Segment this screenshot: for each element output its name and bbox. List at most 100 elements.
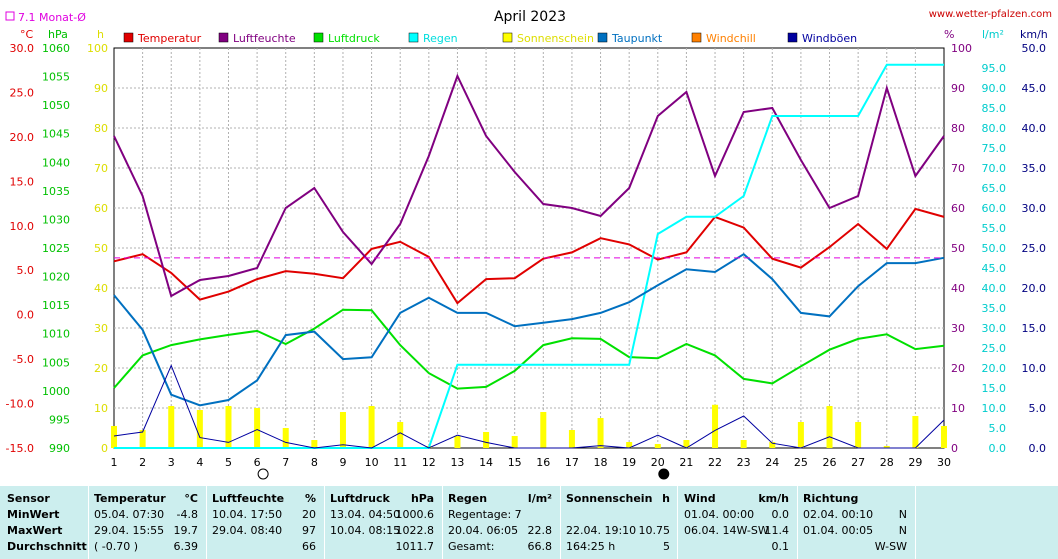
x-tick-label: 5 bbox=[225, 456, 232, 469]
x-tick-label: 10 bbox=[365, 456, 379, 469]
sunshine-bar bbox=[225, 406, 232, 448]
legend-swatch bbox=[123, 32, 134, 43]
tick-label-pressure_hpa: 1035 bbox=[42, 185, 70, 198]
tick-label-wind_kmh: 50.0 bbox=[1022, 42, 1047, 55]
row-label: Durchschnitt bbox=[7, 540, 87, 553]
sunshine-bar bbox=[282, 428, 289, 448]
tick-label-temperature_c: 30.0 bbox=[10, 42, 35, 55]
legend-label: Temperatur bbox=[137, 32, 202, 45]
sunshine-bar bbox=[168, 406, 175, 448]
unit-temp: °C bbox=[20, 28, 34, 41]
cell-rain-time: Gesamt: bbox=[448, 540, 495, 553]
tick-label-sunshine_h: 60 bbox=[94, 202, 108, 215]
sunshine-bar bbox=[254, 408, 261, 448]
legend-label: Luftfeuchte bbox=[233, 32, 296, 45]
tick-label-rain: 50.0 bbox=[982, 242, 1007, 255]
cell-hum-value: 20 bbox=[302, 508, 316, 521]
website-label[interactable]: www.wetter-pfalzen.com bbox=[929, 9, 1052, 20]
x-tick-label: 7 bbox=[282, 456, 289, 469]
tick-label-pressure_hpa: 1010 bbox=[42, 328, 70, 341]
x-tick-label: 21 bbox=[679, 456, 693, 469]
legend-label: Regen bbox=[423, 32, 458, 45]
header-temp-unit: °C bbox=[184, 492, 198, 505]
cell-wind-value: 0.0 bbox=[771, 508, 790, 521]
cell-dir-value: N bbox=[898, 508, 907, 521]
series-line-temperatur bbox=[113, 207, 945, 305]
cell-dir-time: 02.04. 00:10 bbox=[803, 508, 874, 521]
cell-sun-time: 22.04. 19:10 bbox=[566, 524, 637, 537]
x-tick-label: 2 bbox=[139, 456, 146, 469]
header-sun-unit: h bbox=[662, 492, 670, 505]
sunshine-bar bbox=[568, 430, 575, 448]
tick-label-sunshine_h: 90 bbox=[94, 82, 108, 95]
tick-label-pressure_hpa: 1005 bbox=[42, 356, 70, 369]
unit-pressure: hPa bbox=[48, 28, 68, 41]
header-hum-unit: % bbox=[304, 492, 316, 505]
series-line-luftfeuchte bbox=[113, 73, 945, 298]
tick-label-pressure_hpa: 1030 bbox=[42, 213, 70, 226]
tick-label-sunshine_h: 70 bbox=[94, 162, 108, 175]
tick-label-temperature_c: 25.0 bbox=[10, 86, 35, 99]
tick-label-sunshine_h: 30 bbox=[94, 322, 108, 335]
sunshine-bar bbox=[941, 426, 947, 448]
x-tick-label: 9 bbox=[339, 456, 346, 469]
tick-label-rain: 60.0 bbox=[982, 202, 1007, 215]
cell-press-time: 10.04. 08:15 bbox=[330, 524, 401, 537]
x-tick-label: 30 bbox=[937, 456, 951, 469]
cell-wind-time: 06.04. 14W-SW bbox=[684, 524, 769, 537]
tick-label-pressure_hpa: 1055 bbox=[42, 71, 70, 84]
legend-label: Luftdruck bbox=[328, 32, 380, 45]
tick-label-rain: 15.0 bbox=[982, 382, 1007, 395]
tick-label-pressure_hpa: 1015 bbox=[42, 299, 70, 312]
header-rain: Regen bbox=[448, 492, 488, 505]
chart-grid bbox=[113, 47, 945, 449]
table-separator bbox=[324, 486, 325, 559]
x-tick-label: 18 bbox=[594, 456, 608, 469]
chart-legend: Temperatur Luftfeuchte Luftdruck Regen Sonne… bbox=[123, 32, 857, 45]
cell-hum-time: 29.04. 08:40 bbox=[212, 524, 283, 537]
x-tick-label: 6 bbox=[254, 456, 261, 469]
cell-wind-value: 0.1 bbox=[771, 540, 790, 553]
tick-label-rain: 10.0 bbox=[982, 402, 1007, 415]
x-tick-label: 15 bbox=[508, 456, 522, 469]
x-tick-label: 22 bbox=[708, 456, 722, 469]
x-tick-label: 12 bbox=[422, 456, 436, 469]
tick-label-wind_kmh: 0.0 bbox=[1029, 442, 1047, 455]
sunshine-bar bbox=[196, 410, 203, 448]
cell-rain-time: 20.04. 06:05 bbox=[448, 524, 519, 537]
tick-label-sunshine_h: 80 bbox=[94, 122, 108, 135]
cell-dir-value: N bbox=[898, 524, 907, 537]
legend-label: Windböen bbox=[802, 32, 857, 45]
tick-label-sunshine_h: 0 bbox=[101, 442, 108, 455]
sunshine-bar bbox=[511, 436, 518, 448]
table-separator bbox=[915, 486, 916, 559]
series-line-taupunkt bbox=[113, 252, 945, 407]
legend-swatch bbox=[313, 32, 324, 43]
tick-label-rain: 5.0 bbox=[989, 422, 1007, 435]
sunshine-bar bbox=[111, 426, 117, 448]
legend-label: Taupunkt bbox=[611, 32, 663, 45]
tick-label-humidity_pct: 50 bbox=[951, 242, 965, 255]
header-dir: Richtung bbox=[803, 492, 859, 505]
legend-swatch bbox=[408, 32, 419, 43]
tick-label-humidity_pct: 60 bbox=[951, 202, 965, 215]
tick-label-pressure_hpa: 1000 bbox=[42, 385, 70, 398]
full-moon-icon bbox=[257, 468, 269, 480]
unit-sun: h bbox=[97, 28, 104, 41]
new-moon-icon bbox=[658, 468, 670, 480]
header-sun: Sonnenschein bbox=[566, 492, 653, 505]
cell-rain-time: Regentage: 7 bbox=[448, 508, 522, 521]
tick-label-wind_kmh: 30.0 bbox=[1022, 202, 1047, 215]
tick-label-wind_kmh: 15.0 bbox=[1022, 322, 1047, 335]
sunshine-bar bbox=[139, 430, 146, 448]
series-line-windböen bbox=[113, 364, 945, 449]
tick-label-humidity_pct: 10 bbox=[951, 402, 965, 415]
tick-label-rain: 65.0 bbox=[982, 182, 1007, 195]
tick-label-wind_kmh: 35.0 bbox=[1022, 162, 1047, 175]
legend-swatch bbox=[691, 32, 702, 43]
tick-label-pressure_hpa: 1060 bbox=[42, 42, 70, 55]
tick-label-pressure_hpa: 990 bbox=[49, 442, 70, 455]
x-tick-label: 23 bbox=[737, 456, 751, 469]
tick-label-temperature_c: 0.0 bbox=[17, 309, 35, 322]
x-tick-label: 25 bbox=[794, 456, 808, 469]
